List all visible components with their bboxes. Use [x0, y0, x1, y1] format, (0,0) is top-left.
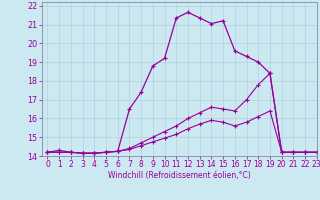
- X-axis label: Windchill (Refroidissement éolien,°C): Windchill (Refroidissement éolien,°C): [108, 171, 251, 180]
